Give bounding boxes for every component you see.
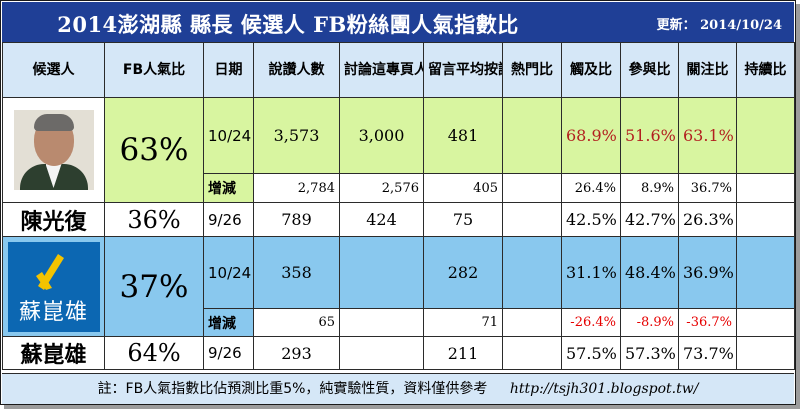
footer-disclaimer: 註：FB人氣指數比佔預測比重5%，純實驗性質，資料僅供參考 — [97, 381, 488, 397]
candidate2-delta-row: 增減 65 71 -26.4% -8.9% -36.7% — [3, 308, 795, 337]
candidate1-delta-row: 增減 2,784 2,576 405 26.4% 8.9% 36.7% — [3, 173, 795, 203]
candidate2-delta-engage: -8.9% — [620, 308, 679, 337]
candidate2-date: 10/24 — [203, 236, 254, 309]
candidate1-delta-likes: 2,784 — [253, 173, 340, 203]
candidate2-logo: 蘇崑雄 — [7, 241, 100, 332]
candidate2-fb-ratio: 37% — [104, 236, 204, 337]
candidate2-name: 蘇崑雄 — [2, 336, 105, 370]
candidate1-date: 10/24 — [203, 97, 254, 174]
candidate1-prev-avg-comment-likes: 75 — [423, 202, 503, 237]
candidate2-prev-engage: 57.3% — [620, 336, 679, 370]
header-attention: 關注比 — [678, 42, 737, 98]
candidate1-prev-likes: 789 — [253, 202, 340, 237]
candidate2-engage: 48.4% — [620, 236, 679, 309]
candidate1-prev-hot — [502, 202, 562, 237]
candidate1-engage: 51.6% — [620, 97, 679, 174]
candidate2-hot — [502, 236, 562, 309]
candidate1-talking: 3,000 — [339, 97, 424, 174]
update-date: 更新： 2014/10/24 — [656, 18, 782, 33]
candidate2-logo-cell: 蘇崑雄 — [2, 236, 105, 337]
header-engage: 參與比 — [620, 42, 679, 98]
candidate1-sustain — [736, 97, 795, 174]
candidate2-delta-sustain — [736, 308, 795, 337]
candidate2-current-row: 蘇崑雄 37% 10/24 358 282 31.1% 48.4% 36.9% — [2, 236, 795, 337]
candidate2-prev-hot — [502, 336, 562, 370]
candidate1-delta-engage: 8.9% — [620, 173, 679, 203]
candidate1-likes: 3,573 — [253, 97, 340, 174]
candidate1-prev-date: 9/26 — [203, 202, 254, 237]
brush-stroke-icon — [35, 253, 64, 290]
candidate1-delta-hot — [502, 173, 562, 203]
candidate2-logo-text: 蘇崑雄 — [18, 299, 88, 325]
poll-card: 2014澎湖縣 縣長 候選人 FB粉絲團人氣指數比 更新： 2014/10/24… — [0, 0, 796, 405]
page-title: 2014澎湖縣 縣長 候選人 FB粉絲團人氣指數比 — [57, 12, 519, 37]
header-row: 候選人 FB人氣比 日期 說讚人數 討論這專頁人數 留言平均按讚人數 熱門比 觸… — [2, 42, 795, 98]
title-bar: 2014澎湖縣 縣長 候選人 FB粉絲團人氣指數比 更新： 2014/10/24 — [2, 2, 794, 42]
candidate1-current-row: 63% 10/24 3,573 3,000 481 68.9% 51.6% 63… — [2, 97, 795, 203]
candidate1-delta-sustain — [736, 173, 795, 203]
candidate2-talking — [339, 236, 424, 309]
candidate1-delta-talking: 2,576 — [339, 173, 424, 203]
poll-table: 候選人 FB人氣比 日期 說讚人數 討論這專頁人數 留言平均按讚人數 熱門比 觸… — [2, 42, 795, 370]
candidate1-previous-row: 陳光復 36% 9/26 789 424 75 42.5% 42.7% 26.3… — [2, 202, 795, 237]
candidate2-delta-reach: -26.4% — [561, 308, 621, 337]
candidate1-prev-ratio: 36% — [104, 202, 204, 237]
candidate2-likes: 358 — [253, 236, 340, 309]
candidate1-fb-ratio: 63% — [104, 97, 204, 203]
header-candidate: 候選人 — [2, 42, 105, 98]
candidate2-prev-attention: 73.7% — [678, 336, 737, 370]
candidate2-previous-row: 蘇崑雄 64% 9/26 293 211 57.5% 57.3% 73.7% — [2, 336, 795, 370]
candidate1-photo-cell — [2, 97, 105, 203]
candidate2-delta-attention: -36.7% — [678, 308, 737, 337]
candidate1-reach: 68.9% — [561, 97, 621, 174]
candidate1-delta-avg-comment-likes: 405 — [423, 173, 503, 203]
candidate2-delta-talking — [339, 308, 424, 337]
candidate1-prev-engage: 42.7% — [620, 202, 679, 237]
candidate2-delta-avg-comment-likes: 71 — [423, 308, 503, 337]
candidate1-delta-label: 增減 — [203, 173, 254, 203]
header-reach: 觸及比 — [561, 42, 621, 98]
header-hot: 熱門比 — [502, 42, 562, 98]
header-avg-comment-likes: 留言平均按讚人數 — [423, 42, 503, 98]
candidate2-prev-talking — [339, 336, 424, 370]
header-talking: 討論這專頁人數 — [339, 42, 424, 98]
candidate2-prev-avg-comment-likes: 211 — [423, 336, 503, 370]
candidate2-delta-hot — [502, 308, 562, 337]
candidate2-sustain — [736, 236, 795, 309]
header-sustain: 持續比 — [736, 42, 795, 98]
candidate1-avg-comment-likes: 481 — [423, 97, 503, 174]
candidate2-delta-likes: 65 — [253, 308, 340, 337]
candidate1-prev-sustain — [736, 202, 795, 237]
candidate2-avg-comment-likes: 282 — [423, 236, 503, 309]
candidate2-prev-sustain — [736, 336, 795, 370]
candidate1-attention: 63.1% — [678, 97, 737, 174]
candidate1-prev-attention: 26.3% — [678, 202, 737, 237]
candidate2-prev-ratio: 64% — [104, 336, 204, 370]
candidate-portrait-photo — [13, 110, 94, 190]
candidate2-prev-reach: 57.5% — [561, 336, 621, 370]
candidate2-prev-likes: 293 — [253, 336, 340, 370]
footer-note: 註：FB人氣指數比佔預測比重5%，純實驗性質，資料僅供參考 http://tsj… — [2, 373, 794, 404]
candidate2-attention: 36.9% — [678, 236, 737, 309]
header-date: 日期 — [203, 42, 254, 98]
candidate2-delta-label: 增減 — [203, 308, 254, 337]
candidate2-prev-date: 9/26 — [203, 336, 254, 370]
candidate1-delta-reach: 26.4% — [561, 173, 621, 203]
candidate1-name: 陳光復 — [2, 202, 105, 237]
candidate1-prev-reach: 42.5% — [561, 202, 621, 237]
candidate1-prev-talking: 424 — [339, 202, 424, 237]
candidate1-delta-attention: 36.7% — [678, 173, 737, 203]
header-fb-ratio: FB人氣比 — [104, 42, 204, 98]
candidate2-reach: 31.1% — [561, 236, 621, 309]
footer-blog-url[interactable]: http://tsjh301.blogspot.tw/ — [509, 381, 699, 397]
header-likes: 說讚人數 — [253, 42, 340, 98]
candidate1-hot — [502, 97, 562, 174]
